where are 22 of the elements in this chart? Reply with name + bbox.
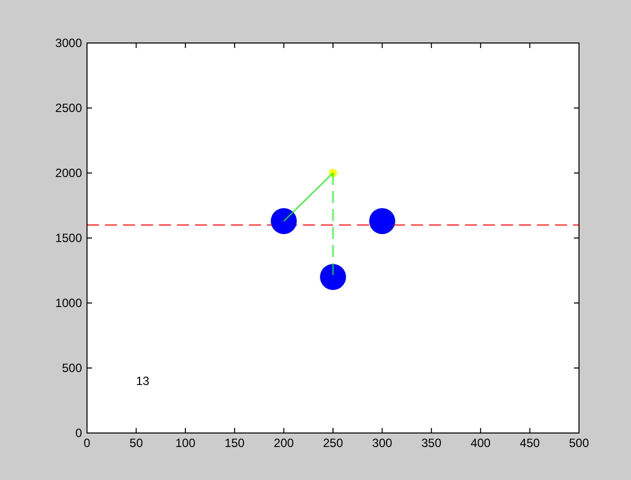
y-tick-label: 1000 (55, 296, 82, 310)
y-tick-label: 2000 (55, 166, 82, 180)
x-tick-label: 200 (274, 436, 294, 450)
x-tick-label: 350 (421, 436, 442, 450)
x-tick-label: 250 (322, 436, 344, 450)
y-tick-label: 2500 (55, 101, 82, 115)
annotation: 13 (136, 374, 150, 388)
y-tick-label: 1500 (55, 231, 82, 245)
x-tick-label: 450 (520, 436, 540, 450)
x-tick-label: 100 (175, 436, 196, 450)
y-tick-label: 0 (75, 426, 82, 440)
point (270, 208, 297, 234)
y-tick-label: 3000 (55, 36, 82, 50)
x-tick-label: 500 (568, 436, 590, 450)
point (369, 208, 396, 234)
x-tick-label: 50 (130, 436, 144, 450)
x-tick-label: 400 (470, 436, 491, 450)
point (320, 264, 346, 290)
x-tick-label: 300 (372, 436, 393, 450)
y-tick-label: 500 (62, 361, 82, 375)
x-tick-label: 0 (84, 436, 91, 450)
x-tick-label: 150 (224, 436, 245, 450)
